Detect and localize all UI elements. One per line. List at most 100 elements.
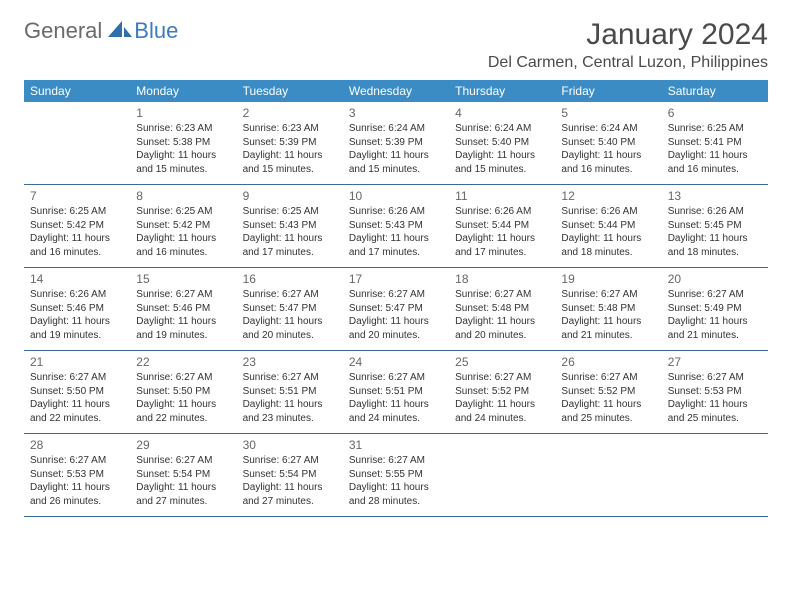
sunset-text: Sunset: 5:51 PM	[349, 385, 443, 399]
day-number: 30	[243, 437, 337, 453]
daylight-text: and 19 minutes.	[136, 329, 230, 343]
day-number: 22	[136, 354, 230, 370]
week-row: 7Sunrise: 6:25 AMSunset: 5:42 PMDaylight…	[24, 185, 768, 268]
sunset-text: Sunset: 5:50 PM	[30, 385, 124, 399]
sunset-text: Sunset: 5:40 PM	[561, 136, 655, 150]
day-cell: 17Sunrise: 6:27 AMSunset: 5:47 PMDayligh…	[343, 268, 449, 350]
day-cell: 14Sunrise: 6:26 AMSunset: 5:46 PMDayligh…	[24, 268, 130, 350]
daylight-text: Daylight: 11 hours	[349, 398, 443, 412]
sunrise-text: Sunrise: 6:25 AM	[243, 205, 337, 219]
daylight-text: Daylight: 11 hours	[668, 232, 762, 246]
day-number: 11	[455, 188, 549, 204]
sunrise-text: Sunrise: 6:27 AM	[136, 454, 230, 468]
daylight-text: and 17 minutes.	[349, 246, 443, 260]
brand-part1: General	[24, 18, 102, 44]
day-cell-empty	[24, 102, 130, 184]
daylight-text: Daylight: 11 hours	[455, 398, 549, 412]
daylight-text: and 25 minutes.	[561, 412, 655, 426]
day-number: 14	[30, 271, 124, 287]
daylight-text: and 16 minutes.	[30, 246, 124, 260]
daylight-text: and 22 minutes.	[30, 412, 124, 426]
day-cell: 31Sunrise: 6:27 AMSunset: 5:55 PMDayligh…	[343, 434, 449, 516]
daylight-text: and 18 minutes.	[668, 246, 762, 260]
day-number: 12	[561, 188, 655, 204]
day-cell: 30Sunrise: 6:27 AMSunset: 5:54 PMDayligh…	[237, 434, 343, 516]
day-cell: 15Sunrise: 6:27 AMSunset: 5:46 PMDayligh…	[130, 268, 236, 350]
month-title: January 2024	[488, 18, 768, 52]
daylight-text: Daylight: 11 hours	[349, 481, 443, 495]
day-cell: 24Sunrise: 6:27 AMSunset: 5:51 PMDayligh…	[343, 351, 449, 433]
day-cell-empty	[449, 434, 555, 516]
day-cell: 8Sunrise: 6:25 AMSunset: 5:42 PMDaylight…	[130, 185, 236, 267]
day-cell: 10Sunrise: 6:26 AMSunset: 5:43 PMDayligh…	[343, 185, 449, 267]
daylight-text: and 21 minutes.	[668, 329, 762, 343]
sunrise-text: Sunrise: 6:27 AM	[136, 288, 230, 302]
sunset-text: Sunset: 5:44 PM	[455, 219, 549, 233]
day-number: 24	[349, 354, 443, 370]
daylight-text: Daylight: 11 hours	[136, 315, 230, 329]
sunset-text: Sunset: 5:38 PM	[136, 136, 230, 150]
daylight-text: Daylight: 11 hours	[30, 232, 124, 246]
daylight-text: Daylight: 11 hours	[349, 315, 443, 329]
daylight-text: Daylight: 11 hours	[136, 149, 230, 163]
sunrise-text: Sunrise: 6:27 AM	[561, 371, 655, 385]
day-cell: 21Sunrise: 6:27 AMSunset: 5:50 PMDayligh…	[24, 351, 130, 433]
daylight-text: and 22 minutes.	[136, 412, 230, 426]
daylight-text: and 16 minutes.	[561, 163, 655, 177]
sunset-text: Sunset: 5:46 PM	[30, 302, 124, 316]
day-cell: 29Sunrise: 6:27 AMSunset: 5:54 PMDayligh…	[130, 434, 236, 516]
day-number: 19	[561, 271, 655, 287]
daylight-text: and 20 minutes.	[349, 329, 443, 343]
daylight-text: and 17 minutes.	[455, 246, 549, 260]
week-row: 21Sunrise: 6:27 AMSunset: 5:50 PMDayligh…	[24, 351, 768, 434]
daylight-text: and 27 minutes.	[243, 495, 337, 509]
title-block: January 2024 Del Carmen, Central Luzon, …	[488, 18, 768, 72]
daylight-text: and 26 minutes.	[30, 495, 124, 509]
sunrise-text: Sunrise: 6:25 AM	[136, 205, 230, 219]
day-number: 21	[30, 354, 124, 370]
logo-sail-icon	[108, 19, 132, 44]
daylight-text: Daylight: 11 hours	[136, 398, 230, 412]
week-row: 28Sunrise: 6:27 AMSunset: 5:53 PMDayligh…	[24, 434, 768, 517]
sunset-text: Sunset: 5:46 PM	[136, 302, 230, 316]
sunset-text: Sunset: 5:43 PM	[243, 219, 337, 233]
daylight-text: Daylight: 11 hours	[561, 232, 655, 246]
day-number: 1	[136, 105, 230, 121]
day-number: 23	[243, 354, 337, 370]
sunrise-text: Sunrise: 6:27 AM	[243, 288, 337, 302]
day-number: 10	[349, 188, 443, 204]
day-number: 18	[455, 271, 549, 287]
daylight-text: Daylight: 11 hours	[455, 149, 549, 163]
daylight-text: Daylight: 11 hours	[136, 481, 230, 495]
day-cell: 16Sunrise: 6:27 AMSunset: 5:47 PMDayligh…	[237, 268, 343, 350]
page-header: General Blue January 2024 Del Carmen, Ce…	[24, 18, 768, 72]
sunrise-text: Sunrise: 6:24 AM	[561, 122, 655, 136]
sunset-text: Sunset: 5:52 PM	[561, 385, 655, 399]
sunrise-text: Sunrise: 6:24 AM	[349, 122, 443, 136]
day-cell: 18Sunrise: 6:27 AMSunset: 5:48 PMDayligh…	[449, 268, 555, 350]
daylight-text: Daylight: 11 hours	[243, 481, 337, 495]
sunset-text: Sunset: 5:51 PM	[243, 385, 337, 399]
daylight-text: Daylight: 11 hours	[243, 149, 337, 163]
sunrise-text: Sunrise: 6:25 AM	[30, 205, 124, 219]
sunrise-text: Sunrise: 6:27 AM	[30, 371, 124, 385]
sunrise-text: Sunrise: 6:27 AM	[455, 288, 549, 302]
daylight-text: Daylight: 11 hours	[561, 149, 655, 163]
day-cell: 26Sunrise: 6:27 AMSunset: 5:52 PMDayligh…	[555, 351, 661, 433]
day-cell: 19Sunrise: 6:27 AMSunset: 5:48 PMDayligh…	[555, 268, 661, 350]
daylight-text: Daylight: 11 hours	[30, 398, 124, 412]
day-cell: 28Sunrise: 6:27 AMSunset: 5:53 PMDayligh…	[24, 434, 130, 516]
daylight-text: and 17 minutes.	[243, 246, 337, 260]
calendar: Sunday Monday Tuesday Wednesday Thursday…	[24, 80, 768, 517]
day-cell: 3Sunrise: 6:24 AMSunset: 5:39 PMDaylight…	[343, 102, 449, 184]
day-cell: 13Sunrise: 6:26 AMSunset: 5:45 PMDayligh…	[662, 185, 768, 267]
sunset-text: Sunset: 5:40 PM	[455, 136, 549, 150]
sunrise-text: Sunrise: 6:27 AM	[243, 371, 337, 385]
sunrise-text: Sunrise: 6:24 AM	[455, 122, 549, 136]
day-number: 4	[455, 105, 549, 121]
sunrise-text: Sunrise: 6:27 AM	[561, 288, 655, 302]
sunrise-text: Sunrise: 6:27 AM	[349, 454, 443, 468]
day-number: 2	[243, 105, 337, 121]
day-number: 26	[561, 354, 655, 370]
sunset-text: Sunset: 5:39 PM	[243, 136, 337, 150]
